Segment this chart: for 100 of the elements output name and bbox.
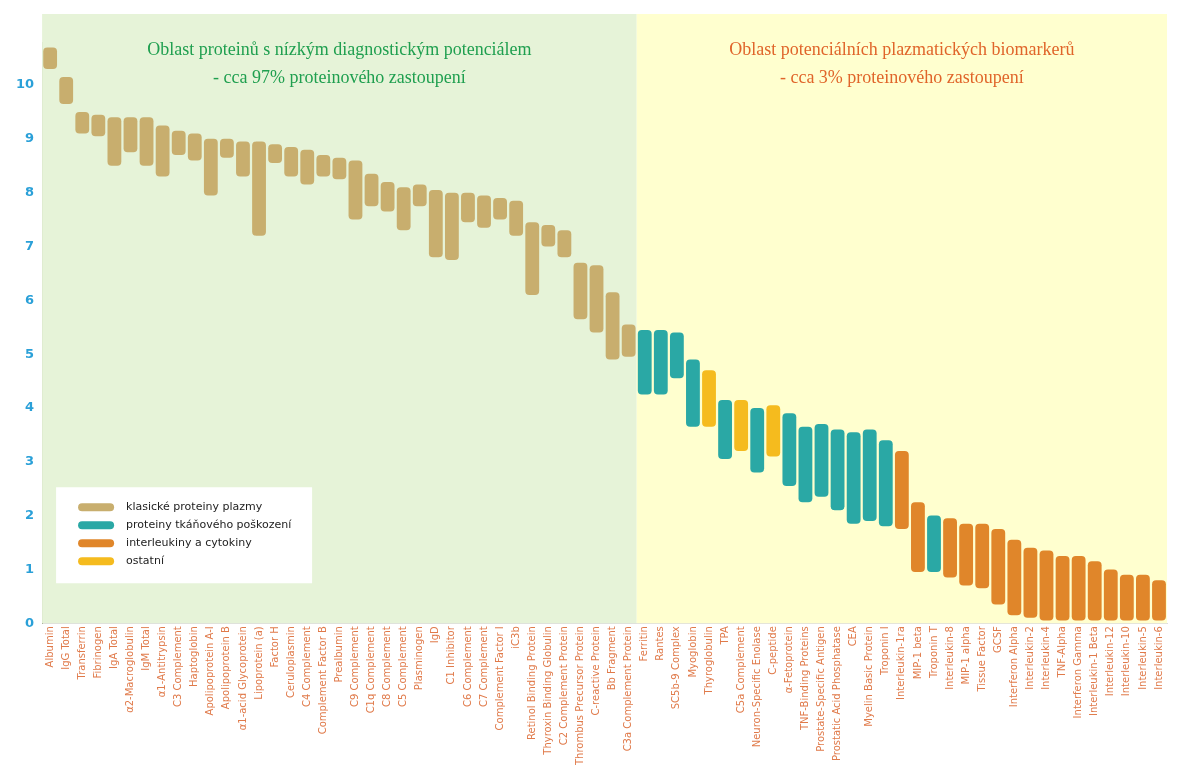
bar bbox=[348, 160, 363, 220]
x-tick-label: IgM Total bbox=[140, 626, 152, 671]
bar bbox=[878, 440, 893, 527]
bar bbox=[316, 155, 331, 177]
x-tick-label: α1-acid Glycoprotein bbox=[236, 626, 248, 731]
x-tick-label: Myoglobin bbox=[686, 626, 698, 678]
x-tick-label: Factor H bbox=[268, 626, 280, 668]
x-tick-label: MIP-1 beta bbox=[911, 626, 923, 680]
x-tick-label: iC3b bbox=[509, 626, 521, 649]
x-tick-label: IgA Total bbox=[108, 626, 119, 669]
x-tick-label: Retinol Binding Protein bbox=[525, 626, 537, 741]
x-tick-label: Tissue Factor bbox=[975, 625, 987, 693]
x-tick-label: CEA bbox=[847, 626, 859, 647]
x-tick-label: GCSF bbox=[991, 625, 1003, 654]
legend-label: klasické proteiny plazmy bbox=[126, 500, 263, 514]
x-tick-label: Apolipoprotein B bbox=[220, 626, 232, 710]
bar bbox=[155, 125, 170, 177]
bar bbox=[1103, 569, 1118, 621]
x-tick-label: TPA bbox=[718, 626, 730, 646]
bar bbox=[300, 149, 315, 185]
x-tick-label: Interleukin-1ra bbox=[895, 626, 907, 701]
x-tick-label: Haptoglobin bbox=[188, 626, 200, 687]
bar bbox=[975, 523, 990, 589]
x-tick-label: Albumin bbox=[43, 626, 55, 668]
bar bbox=[702, 370, 716, 427]
bar bbox=[846, 432, 861, 524]
x-tick-label: C5 Complement bbox=[397, 626, 409, 708]
bar bbox=[814, 424, 829, 497]
x-tick-label: C4 Complement bbox=[300, 626, 312, 708]
bar bbox=[493, 198, 508, 220]
bar bbox=[461, 192, 475, 223]
x-tick-label: TNF-Binding Proteins bbox=[799, 626, 811, 732]
bar bbox=[428, 189, 443, 258]
bar bbox=[171, 130, 186, 156]
bar bbox=[75, 111, 90, 134]
bar bbox=[557, 230, 572, 258]
x-tick-label: IgD bbox=[429, 625, 441, 644]
x-tick-label: C9 Complement bbox=[349, 626, 361, 708]
legend-label: proteiny tkáňového poškození bbox=[126, 518, 293, 532]
x-tick-label: Complement Factor I bbox=[493, 626, 505, 731]
band-label: Oblast proteinů s nízkým diagnostickým potenciálem - cca 97% proteinového zastoupení bbox=[147, 38, 532, 87]
bar bbox=[236, 141, 250, 177]
bar bbox=[43, 47, 58, 69]
x-tick-label: Interferon Gamma bbox=[1072, 626, 1084, 719]
x-tick-label: C3a Complement Protein bbox=[622, 626, 634, 752]
bar bbox=[991, 529, 1006, 605]
y-tick-label: 1 bbox=[25, 560, 35, 576]
bar bbox=[1039, 550, 1054, 621]
y-tick-label: 0 bbox=[25, 614, 35, 630]
bar bbox=[669, 332, 684, 379]
bar bbox=[477, 195, 491, 228]
bar bbox=[637, 329, 652, 395]
x-tick-label: C6 Complement bbox=[461, 626, 473, 708]
x-tick-label: Prostatic Acid Phosphatase bbox=[831, 626, 843, 762]
x-tick-label: C8 Complement bbox=[381, 626, 393, 708]
bar bbox=[798, 426, 813, 503]
bar bbox=[1087, 561, 1102, 621]
bar bbox=[959, 523, 974, 586]
x-tick-label: C1 Inhibitor bbox=[445, 625, 457, 685]
bar bbox=[1023, 547, 1038, 618]
x-tick-label: C5a Complement bbox=[734, 626, 746, 714]
x-tick-label: Interleukin-4 bbox=[1040, 626, 1052, 690]
x-tick-label: Ceruloplasmin bbox=[284, 626, 296, 699]
x-tick-label: α-Fetoprotein bbox=[782, 626, 794, 694]
y-tick-label: 5 bbox=[25, 345, 35, 361]
bar bbox=[219, 138, 234, 158]
x-tick-label: C-peptide bbox=[766, 626, 778, 675]
x-tick-label: Myelin Basic Protein bbox=[863, 626, 875, 727]
bar bbox=[750, 407, 765, 473]
bar bbox=[364, 173, 379, 207]
x-tick-label: Complement Factor B bbox=[316, 626, 328, 735]
y-tick-label: 10 bbox=[16, 76, 35, 92]
bar bbox=[525, 222, 540, 295]
x-tick-label: C2 Complement Protein bbox=[557, 626, 569, 746]
bar bbox=[187, 133, 202, 161]
x-tick-label: Prealbumin bbox=[332, 626, 344, 683]
bar bbox=[59, 76, 74, 104]
y-tick-label: 7 bbox=[25, 237, 35, 253]
x-tick-label: TNF-Alpha bbox=[1056, 626, 1068, 679]
bar bbox=[927, 515, 941, 573]
bar bbox=[541, 224, 556, 247]
x-tick-label: Neuron-Specific Enolase bbox=[750, 626, 762, 748]
bar bbox=[284, 146, 299, 177]
bar bbox=[718, 399, 732, 460]
x-tick-label: C-reactive Protein bbox=[590, 626, 602, 716]
y-tick-label: 9 bbox=[25, 130, 35, 146]
bar bbox=[911, 502, 925, 573]
bar bbox=[107, 117, 122, 166]
x-tick-label: Interleukin-6 bbox=[1152, 626, 1164, 690]
bar bbox=[1071, 555, 1086, 621]
x-tick-label: Thyroxin Binding Globulin bbox=[541, 626, 553, 756]
x-tick-label: Interleukin-12 bbox=[1104, 626, 1116, 697]
x-tick-label: Troponin T bbox=[927, 625, 939, 680]
bar bbox=[573, 262, 588, 320]
x-tick-label: SC5b-9 Complex bbox=[670, 626, 682, 710]
legend-label: interleukiny a cytokiny bbox=[126, 536, 253, 550]
x-tick-label: Prostate-Specific Antigen bbox=[815, 626, 827, 752]
x-tick-label: MIP-1 alpha bbox=[959, 626, 971, 685]
y-tick-label: 4 bbox=[25, 399, 35, 415]
bar bbox=[782, 413, 797, 486]
